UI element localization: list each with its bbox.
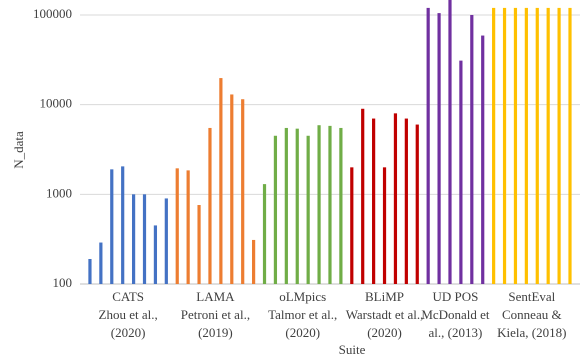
bar [131,194,136,284]
group-label: (2019) [198,325,233,340]
bar [197,205,201,284]
group-label: Kiela, (2018) [497,325,566,340]
bar [230,94,234,285]
group-label: (2020) [285,325,320,340]
bar [350,167,354,284]
bar [524,7,528,284]
group-label: CATS [112,289,144,304]
group-label: UD POS [433,289,479,304]
group-label: (2020) [367,325,402,340]
y-tick-label: 100 [53,275,73,290]
bar [404,118,408,284]
bar [328,125,332,284]
bar [153,225,158,284]
bar [372,118,376,284]
bar [110,169,114,284]
bar [437,13,441,284]
bar [393,113,398,284]
bar [557,7,561,284]
bar [382,167,387,284]
bar [426,7,430,284]
bar [459,60,463,285]
bar [142,194,147,284]
x-axis-label: Suite [339,342,366,357]
bar [568,7,572,284]
bar [513,7,518,284]
bars [88,0,572,285]
y-tick-label: 1000 [46,185,72,200]
bar [546,7,550,284]
bar [88,259,92,284]
y-tick-label: 10000 [40,96,73,111]
bar [186,170,190,284]
bar [339,127,343,285]
bar [241,99,245,284]
bar [99,242,103,284]
bar [208,127,212,285]
group-label: BLiMP [365,289,404,304]
bar [502,7,507,284]
group-label: Conneau & [502,307,562,322]
group-label: al., (2013) [429,325,483,340]
group-label: oLMpics [279,289,326,304]
group-label: Petroni et al., [181,307,250,322]
bar [284,127,288,285]
y-axis-label: N_data [11,131,26,169]
group-label: LAMA [196,289,235,304]
bar [273,135,278,284]
bar [252,239,256,284]
group-label: Talmor et al., [268,307,337,322]
bar [448,0,452,284]
bar [535,7,539,284]
group-label: (2020) [111,325,146,340]
bar [470,15,474,284]
bar [262,184,267,284]
y-tick-label: 100000 [33,6,72,21]
bar [306,135,310,284]
bar [121,166,125,284]
bar [175,168,179,284]
bar [164,198,168,284]
bar [317,125,321,284]
bar [492,7,496,284]
bar [361,108,365,285]
group-label: McDonald et [421,307,490,322]
group-label: Zhou et al., [99,307,158,322]
bar [219,78,223,284]
bar [295,128,299,284]
group-label: Warstadt et al., [346,307,424,322]
group-label: SentEval [508,289,555,304]
bar [415,124,419,284]
bar [481,35,485,284]
